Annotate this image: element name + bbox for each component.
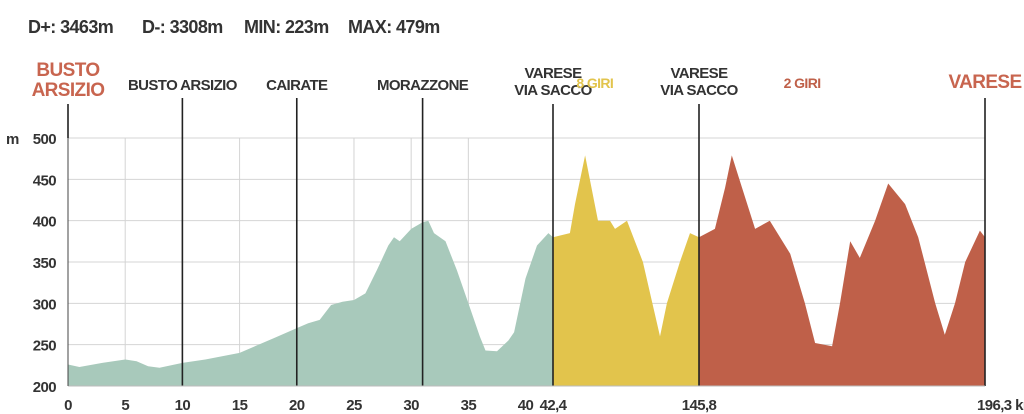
x-tick-label: 10: [175, 397, 191, 414]
x-tick-label: 20: [289, 397, 305, 414]
stat-gain: D+: 3463m: [28, 17, 113, 37]
y-tick-label: 500: [33, 131, 56, 148]
y-unit-label: m: [6, 131, 19, 148]
y-tick-label: 450: [33, 172, 56, 189]
x-tick-label: 15: [232, 397, 248, 414]
y-tick-label: 350: [33, 255, 56, 272]
grid: [68, 137, 985, 386]
x-tick-label: 25: [346, 397, 362, 414]
x-tick-label: 196,3 km: [977, 397, 1024, 414]
marker-label: BUSTO: [36, 60, 99, 81]
axes: 200 250 300 350 400 450 500 m 0 5 10 15 20 25 30 35 40 42…: [6, 131, 1024, 414]
marker-label: VARESE: [525, 65, 583, 82]
loop-annotation: 8 GIRI: [576, 75, 613, 91]
profile-area-2-giri: [699, 155, 985, 386]
marker-label: BUSTO ARSIZIO: [128, 77, 238, 94]
stat-loss: D-: 3308m: [142, 17, 223, 37]
loop-annotation: 2 GIRI: [784, 75, 821, 91]
marker-label: ARSIZIO: [32, 80, 105, 101]
x-tick-label: 40: [518, 397, 534, 414]
y-tick-label: 250: [33, 338, 56, 355]
profile-area-8-giri: [553, 155, 699, 386]
x-tick-label: 30: [403, 397, 419, 414]
marker-label: CAIRATE: [266, 77, 328, 94]
x-tick-label: 145,8: [682, 397, 717, 414]
marker-label: VIA SACCO: [660, 82, 738, 99]
x-tick-label: 35: [461, 397, 477, 414]
marker-label: MORAZZONE: [377, 77, 469, 94]
stat-max: MAX: 479m: [348, 17, 440, 37]
marker-label: VARESE: [948, 72, 1021, 93]
profile-areas: [68, 155, 985, 386]
x-tick-label: 42,4: [540, 397, 568, 414]
x-tick-label: 0: [64, 397, 72, 414]
y-tick-label: 300: [33, 296, 56, 313]
profile-area-approach: [68, 220, 553, 386]
stat-min: MIN: 223m: [244, 17, 329, 37]
y-tick-label: 200: [33, 379, 56, 396]
marker-label: VIA SACCO: [514, 82, 592, 99]
marker-label: VARESE: [671, 65, 729, 82]
x-tick-label: 5: [121, 397, 129, 414]
stats-bar: D+: 3463m D-: 3308m MIN: 223m MAX: 479m: [28, 17, 440, 37]
y-tick-label: 400: [33, 214, 56, 231]
